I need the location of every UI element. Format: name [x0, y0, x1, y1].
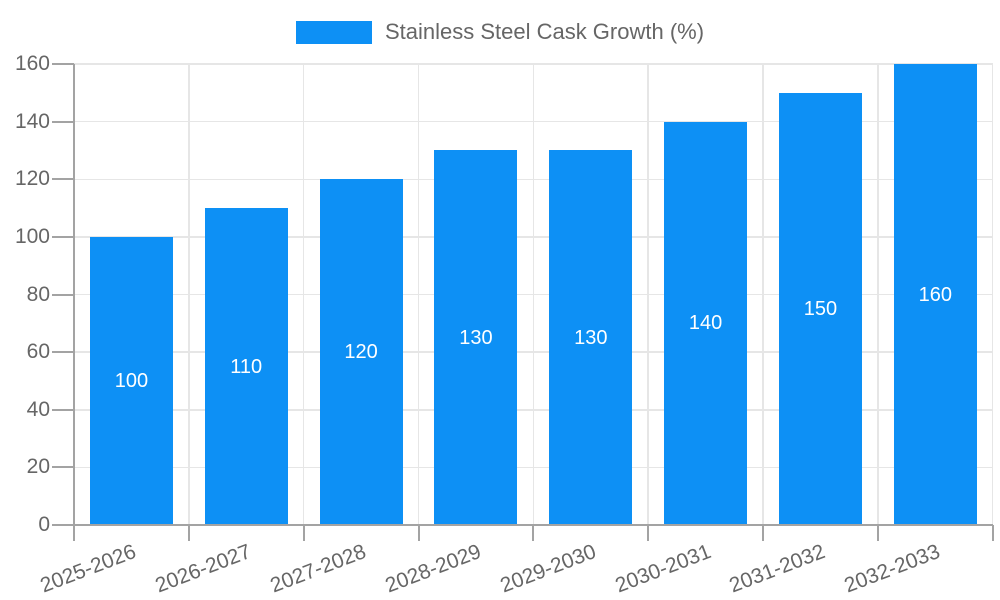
y-axis-label: 160	[14, 52, 50, 75]
x-axis-label: 2030-2031	[611, 540, 714, 598]
bar: 120	[319, 179, 403, 525]
y-axis-tick	[52, 524, 74, 526]
legend[interactable]: Stainless Steel Cask Growth (%)	[0, 19, 1000, 45]
x-axis-label: 2031-2032	[726, 540, 829, 598]
bar-value-label: 120	[344, 341, 378, 364]
y-axis-tick	[52, 351, 74, 354]
x-axis-label: 2028-2029	[382, 540, 485, 598]
bar: 100	[89, 236, 173, 525]
bar-value-label: 160	[918, 283, 952, 306]
x-axis-tick	[532, 525, 535, 541]
x-axis-tick	[762, 525, 765, 541]
bar: 110	[204, 208, 288, 525]
x-axis-tick	[417, 525, 420, 541]
x-axis-label: 2026-2027	[152, 540, 255, 598]
y-axis-tick	[52, 293, 74, 296]
bar: 150	[778, 92, 862, 525]
x-axis-line	[73, 524, 993, 526]
y-axis-tick	[52, 120, 74, 123]
gridline-vertical	[762, 64, 764, 525]
y-axis-label: 20	[26, 455, 50, 479]
bar-value-label: 140	[688, 312, 723, 335]
bar: 130	[549, 150, 633, 525]
x-axis-tick	[187, 525, 190, 541]
gridline-vertical	[991, 64, 994, 525]
gridline-vertical	[417, 64, 420, 525]
y-axis-label: 140	[14, 109, 50, 133]
y-axis-label: 60	[26, 340, 50, 364]
bar: 130	[434, 150, 518, 525]
gridline-vertical	[877, 64, 879, 525]
y-axis-label: 0	[38, 513, 50, 536]
x-axis-tick	[647, 525, 650, 541]
gridline-vertical	[532, 64, 535, 525]
bar-value-label: 130	[459, 326, 493, 349]
x-axis-label: 2025-2026	[37, 540, 140, 598]
x-axis-tick	[991, 525, 994, 541]
y-axis-label: 80	[26, 282, 50, 306]
bar-value-label: 150	[803, 297, 838, 320]
y-axis-label: 100	[14, 224, 50, 248]
legend-swatch	[295, 20, 372, 44]
y-axis-tick	[52, 408, 74, 411]
y-axis-tick	[52, 235, 74, 238]
x-axis-label: 2027-2028	[267, 540, 370, 598]
bar-value-label: 110	[230, 355, 263, 378]
y-axis-line	[73, 64, 75, 541]
y-axis-tick	[52, 178, 74, 181]
x-axis-label: 2032-2033	[841, 540, 944, 598]
gridline-vertical	[188, 64, 190, 525]
bar-value-label: 100	[114, 369, 149, 392]
y-axis-tick	[52, 63, 74, 65]
y-axis-label: 120	[14, 167, 50, 191]
x-axis-tick	[302, 525, 305, 541]
bar: 160	[893, 64, 977, 525]
x-axis-label: 2029-2030	[496, 540, 600, 598]
legend-label: Stainless Steel Cask Growth (%)	[384, 19, 705, 44]
y-axis-tick	[52, 466, 74, 469]
x-axis-tick	[876, 525, 879, 541]
bar: 140	[664, 121, 748, 525]
gridline-vertical	[647, 64, 649, 525]
y-axis-label: 40	[26, 397, 50, 421]
gridline-vertical	[302, 64, 305, 525]
bar-value-label: 130	[574, 326, 608, 349]
